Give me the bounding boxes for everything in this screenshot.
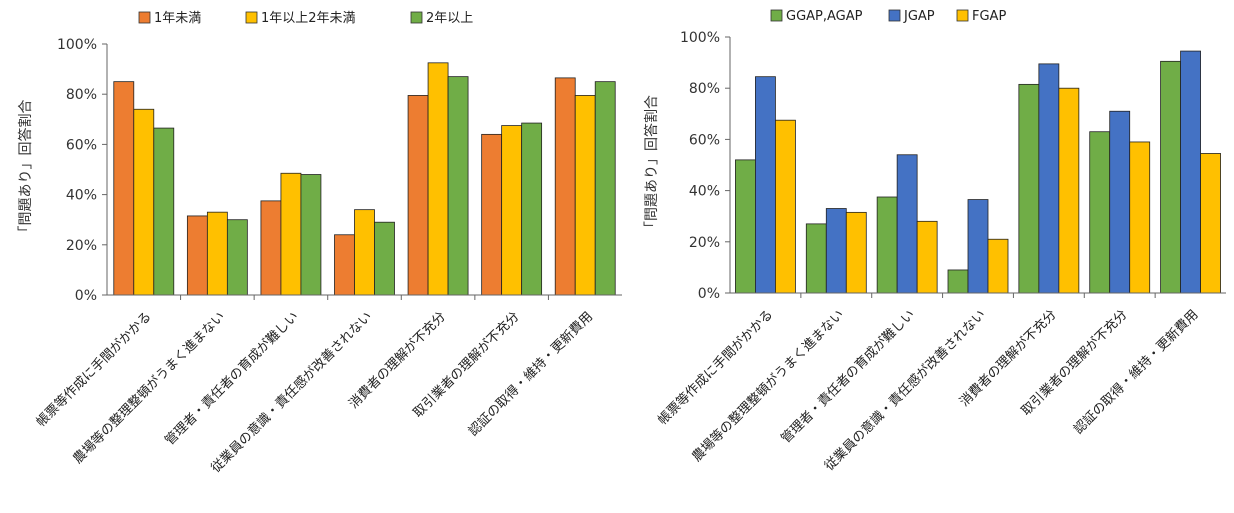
legend-swatch (888, 9, 901, 22)
y-tick-label: 40% (66, 188, 97, 204)
bar (987, 238, 1009, 294)
category-label: 農場等の整理整頓がうまく進まない (689, 307, 847, 465)
y-tick-label: 20% (66, 238, 97, 254)
category-label: 帳票等作成に手間がかかる (655, 307, 777, 429)
bar (1180, 50, 1201, 294)
bar (1129, 141, 1151, 294)
category-label: 認証の取得・維持・更新費用 (1071, 307, 1202, 438)
bar (755, 76, 776, 294)
bar (916, 220, 938, 294)
bar (825, 208, 847, 294)
bar (226, 219, 248, 296)
y-tick-label: 100% (680, 30, 720, 46)
y-tick-label: 0% (698, 286, 720, 302)
bar (775, 119, 796, 294)
bar (153, 127, 175, 296)
chart-certification: GGAP,AGAP JGAP FGAP 0% 20% 40% 60% 80% 100% 「問題あり… (643, 9, 1226, 474)
y-axis-label: 「問題あり」回答割合 (17, 100, 34, 240)
bar (374, 221, 395, 296)
chart-tenure: 1年未満 1年以上2年未満 2年以上 0% 20% 40% 60% 80% 100% 「問題あり」… (17, 11, 622, 476)
y-tick-label: 60% (66, 137, 97, 153)
bar (896, 154, 918, 294)
y-axis-label: 「問題あり」回答割合 (643, 95, 660, 235)
bar (805, 223, 827, 294)
bar (334, 234, 355, 296)
bar (1160, 60, 1181, 294)
bar (113, 81, 135, 296)
y-tick-label: 80% (66, 87, 97, 103)
legend-swatch (410, 11, 423, 24)
bar (186, 215, 208, 296)
bar (447, 76, 469, 296)
y-tick-label: 60% (689, 132, 720, 148)
legend-swatch (138, 11, 151, 24)
bar (206, 211, 228, 296)
legend-label: 2年以上 (426, 11, 473, 26)
bar (1058, 87, 1080, 294)
bar (967, 199, 989, 294)
bar (501, 125, 523, 296)
legend-label: GGAP,AGAP (786, 9, 863, 24)
y-tick-label: 80% (689, 81, 720, 97)
bar (280, 172, 302, 296)
legend-item: 2年以上 (410, 11, 473, 26)
bar (1200, 153, 1221, 294)
bar (481, 133, 503, 296)
legend-swatch (956, 9, 969, 22)
bar (876, 196, 898, 294)
legend-label: 1年以上2年未満 (261, 11, 356, 26)
bar (947, 269, 969, 294)
legend-swatch (770, 9, 783, 22)
bar (1089, 131, 1111, 294)
category-label: 従業員の意識・責任感が改善されない (208, 309, 376, 477)
category-label: 認証の取得・維持・更新費用 (465, 309, 596, 440)
legend-item: FGAP (956, 9, 1006, 24)
category-label: 帳票等作成に手間がかかる (33, 309, 155, 431)
legend-label: FGAP (972, 9, 1006, 24)
category-label: 管理者・責任者の育成が難しい (778, 307, 918, 447)
bar (1018, 83, 1040, 294)
category-label: 従業員の意識・責任感が改善されない (821, 307, 989, 475)
bar (521, 122, 543, 296)
bar (554, 77, 576, 296)
category-label: 農場等の整理整頓がうまく進まない (70, 309, 228, 467)
y-tick-label: 100% (57, 37, 97, 53)
bar (1038, 63, 1060, 294)
bar (427, 62, 449, 296)
legend-label: JGAP (903, 9, 935, 24)
legend-item: 1年以上2年未満 (245, 11, 356, 26)
bar (574, 95, 596, 296)
legend-item: JGAP (888, 9, 935, 24)
bar (354, 209, 375, 296)
bar (735, 159, 756, 294)
bar (594, 81, 616, 296)
y-tick-label: 0% (75, 288, 97, 304)
bar (845, 211, 867, 294)
legend-label: 1年未満 (154, 11, 201, 26)
y-tick-label: 20% (689, 235, 720, 251)
bar (300, 174, 322, 296)
bar (407, 95, 429, 296)
y-tick-label: 40% (689, 184, 720, 200)
legend-item: GGAP,AGAP (770, 9, 863, 24)
legend-item: 1年未満 (138, 11, 201, 26)
legend-swatch (245, 11, 258, 24)
category-label: 管理者・責任者の育成が難しい (162, 309, 302, 449)
bar (133, 108, 155, 296)
bar (1109, 110, 1131, 294)
bar (260, 200, 282, 296)
